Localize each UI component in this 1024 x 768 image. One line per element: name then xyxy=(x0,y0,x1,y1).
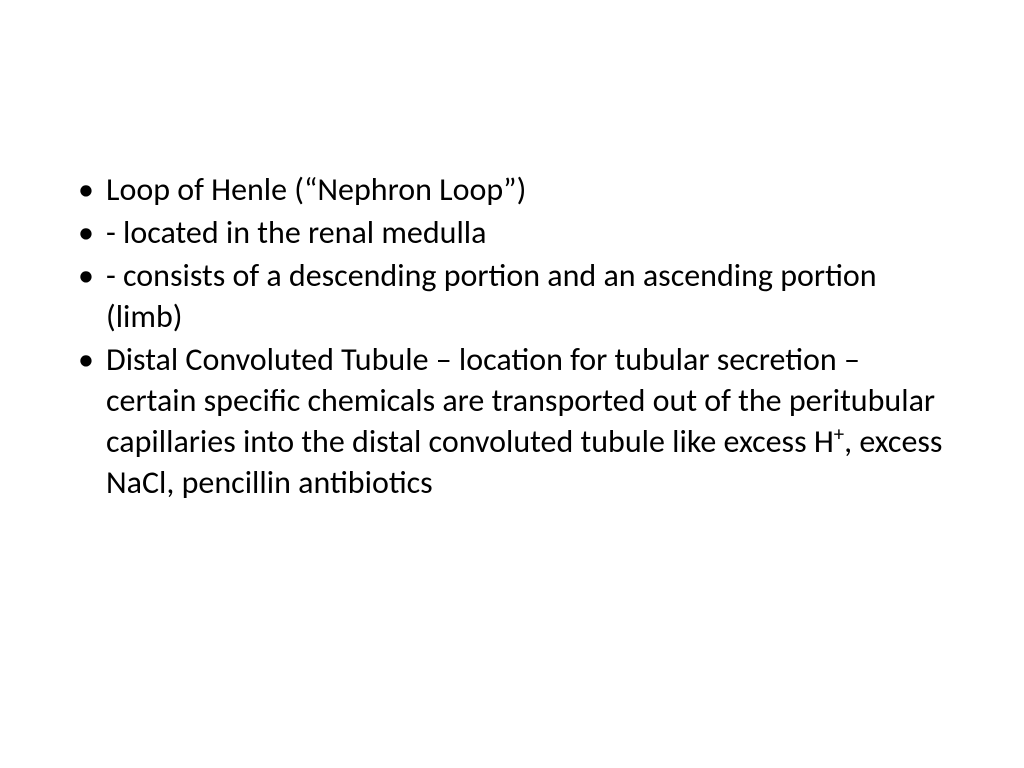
list-item: - consists of a descending portion and a… xyxy=(70,256,954,338)
bullet-text: Distal Convoluted Tubule – location for … xyxy=(106,340,942,502)
bullet-list: Loop of Henle (“Nephron Loop”) - located… xyxy=(70,170,954,504)
bullet-text: - consists of a descending portion and a… xyxy=(106,256,877,336)
list-item: Loop of Henle (“Nephron Loop”) xyxy=(70,170,954,211)
bullet-text: Loop of Henle (“Nephron Loop”) xyxy=(106,170,526,209)
list-item: - located in the renal medulla xyxy=(70,213,954,254)
bullet-text: - located in the renal medulla xyxy=(106,213,486,252)
list-item: Distal Convoluted Tubule – location for … xyxy=(70,340,954,504)
slide: Loop of Henle (“Nephron Loop”) - located… xyxy=(0,0,1024,768)
